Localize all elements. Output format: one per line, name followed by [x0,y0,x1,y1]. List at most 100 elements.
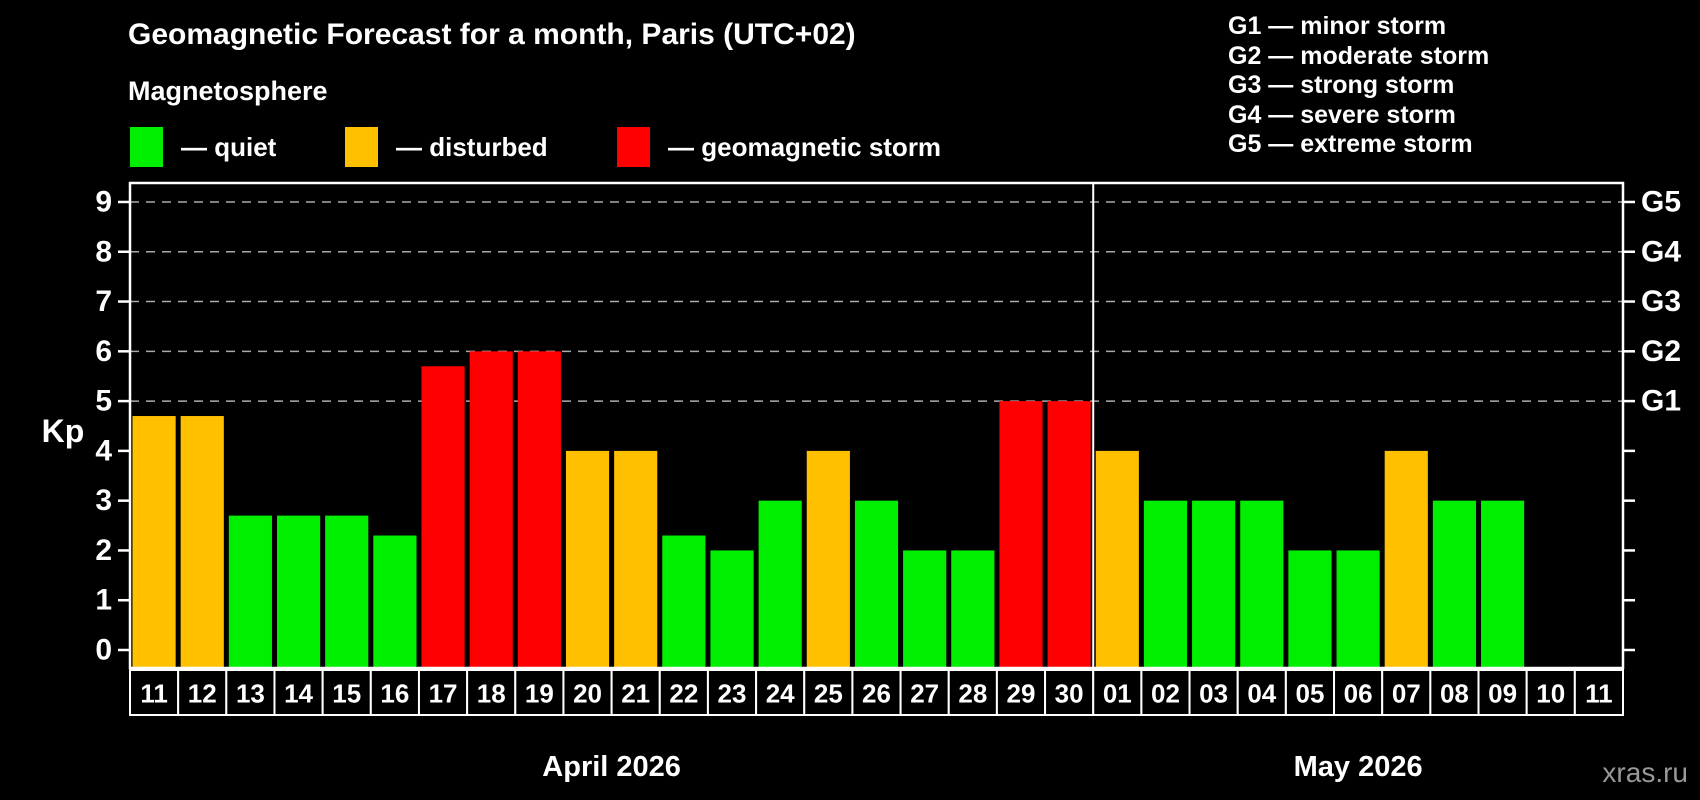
day-label-24: 24 [766,679,795,709]
kp-tick-label-4: 4 [95,434,112,467]
watermark: xras.ru [1602,757,1688,788]
day-label-26: 26 [862,679,891,709]
kp-tick-label-8: 8 [95,235,112,268]
month-label-0: April 2026 [542,751,681,783]
kp-tick-label-1: 1 [95,584,112,617]
bar-day-30 [1047,401,1091,667]
bar-day-17 [421,366,465,667]
kp-tick-label-2: 2 [95,534,112,567]
day-label-11: 11 [1585,679,1613,709]
bar-day-09 [1481,500,1525,667]
day-cell-11 [1573,669,1625,716]
bar-day-20 [565,450,610,667]
day-label-16: 16 [380,679,409,709]
bar-day-27 [903,550,947,667]
legend-label-quiet: — quiet [181,131,277,162]
day-label-14: 14 [284,679,313,709]
day-cell-14 [273,669,324,716]
kp-tick-label-5: 5 [95,385,112,418]
bar-day-08 [1432,500,1477,667]
day-cell-09 [1477,669,1528,716]
bar-day-21 [614,450,658,667]
bar-day-29 [999,401,1043,667]
kp-tick-label-0: 0 [95,634,112,667]
disturbed-color-swatch [345,127,378,167]
bar-day-25 [806,450,850,667]
plot-frame [128,181,1625,670]
bar-day-03 [1192,500,1236,667]
legend-item-quiet: — quiet [130,127,345,167]
y-axis-title: Kp [42,413,85,449]
quiet-color-swatch [130,127,163,167]
day-label-03: 03 [1199,679,1228,709]
bar-day-16 [373,535,417,667]
day-label-12: 12 [188,679,217,709]
day-cell-17 [417,669,469,716]
g-legend-line-5: G5 — extreme storm [1228,130,1473,158]
bar-day-19 [517,351,561,667]
day-label-07: 07 [1392,679,1421,709]
kp-tick-label-3: 3 [95,484,112,517]
kp-tick-label-9: 9 [95,185,112,218]
day-label-27: 27 [910,679,939,709]
day-cell-29 [995,669,1047,716]
bar-day-26 [854,500,899,667]
day-cell-28 [947,669,998,716]
day-cell-25 [803,669,854,716]
day-label-11: 11 [140,679,168,709]
day-label-08: 08 [1440,679,1469,709]
legend-label-disturbed: — disturbed [396,131,548,162]
g-axis-label-G3: G3 [1641,285,1681,318]
day-cell-18 [466,669,517,716]
kp-tick-label-6: 6 [95,335,112,368]
bar-day-13 [228,515,272,667]
bar-day-12 [180,416,224,667]
day-cell-20 [562,669,613,716]
day-cell-05 [1284,669,1336,716]
day-label-10: 10 [1536,679,1565,709]
day-cell-10 [1525,669,1576,716]
kp-tick-label-7: 7 [95,285,112,318]
g-legend-line-3: G3 — strong storm [1228,71,1455,99]
bar-day-01 [1095,450,1139,667]
day-label-30: 30 [1055,679,1084,709]
day-cell-19 [514,669,565,716]
day-label-25: 25 [814,679,843,709]
bar-day-15 [325,515,369,667]
day-cell-24 [755,669,806,716]
day-label-20: 20 [573,679,602,709]
g-legend-line-2: G2 — moderate storm [1228,41,1490,70]
day-label-05: 05 [1295,679,1324,709]
bar-day-24 [758,500,802,667]
bar-day-18 [469,351,513,667]
day-label-06: 06 [1344,679,1373,709]
day-cell-07 [1381,669,1432,716]
subtitle-magnetosphere: Magnetosphere [128,76,328,106]
bar-day-04 [1240,500,1284,667]
bar-day-28 [951,550,995,667]
day-label-19: 19 [525,679,554,709]
legend-item-storm: — geomagnetic storm [617,127,941,167]
day-label-04: 04 [1247,679,1276,709]
day-label-29: 29 [1007,679,1036,709]
day-cell-27 [899,669,950,716]
day-cell-15 [321,669,372,716]
day-label-28: 28 [958,679,987,709]
day-label-09: 09 [1488,679,1517,709]
g-scale-legend: G1 — minor storm G2 — moderate storm G3 — … [1228,12,1489,160]
day-cell-12 [177,669,228,716]
page-title: Geomagnetic Forecast for a month, Paris … [128,18,856,51]
g-axis-label-G5: G5 [1641,185,1681,218]
day-cell-22 [658,669,709,716]
day-cell-03 [1188,669,1239,716]
day-cell-04 [1236,669,1287,716]
day-label-22: 22 [669,679,698,709]
day-label-21: 21 [621,679,650,709]
g-axis-label-G1: G1 [1641,385,1681,418]
legend-item-disturbed: — disturbed [345,127,617,167]
day-label-18: 18 [477,679,506,709]
bar-day-02 [1143,500,1188,667]
day-cell-11 [129,669,180,716]
g-axis-label-G4: G4 [1641,235,1681,268]
